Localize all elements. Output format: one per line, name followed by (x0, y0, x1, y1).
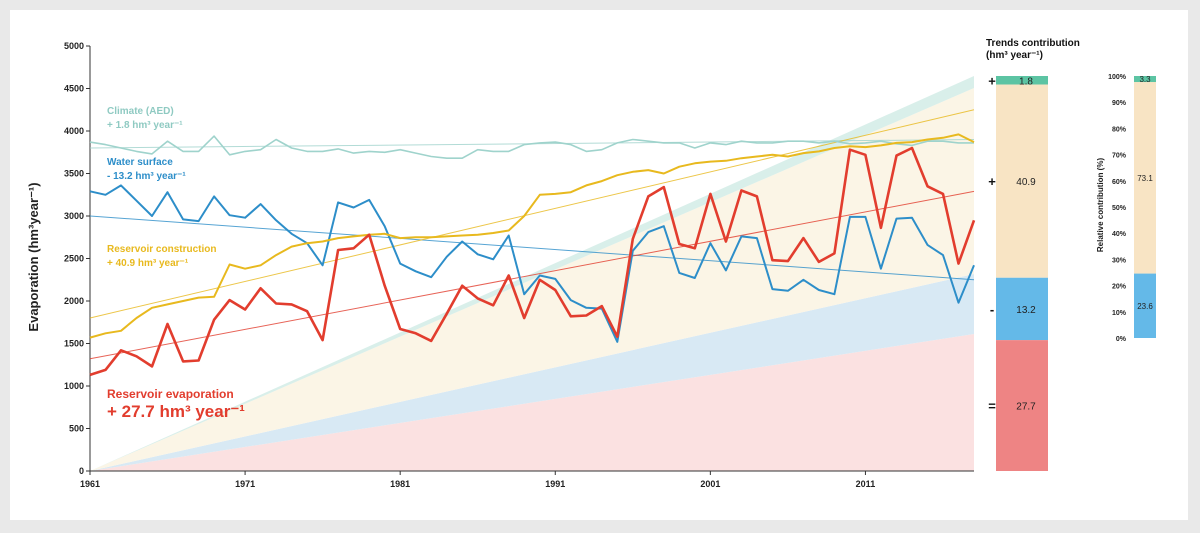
evaporation-annotation-name: Reservoir evaporation (107, 387, 234, 401)
contribution-segment-reservoir-construction (996, 84, 1048, 278)
series-line-climate-aed (89, 135, 974, 159)
relative-segment-climate-aed (1134, 76, 1156, 83)
wedge-layer (90, 76, 974, 471)
water-annotation-rate: - 13.2 hm³ year⁻¹ (107, 171, 186, 182)
x-tick-label: 1961 (80, 479, 100, 489)
contribution-value: 27.7 (1016, 402, 1036, 413)
relative-axis-label: Relative contribution (%) (1096, 158, 1105, 253)
y-tick-label: 500 (69, 424, 84, 434)
percent-tick-label: 30% (1112, 257, 1127, 264)
x-tick-label: 2001 (700, 479, 720, 489)
contribution-title-units: (hm³ year⁻¹) (986, 50, 1043, 61)
contribution-sign: = (988, 399, 996, 414)
climate-wedge (90, 76, 974, 471)
contribution-value: 40.9 (1016, 177, 1036, 188)
contribution-value: 1.8 (1019, 76, 1033, 87)
trend-line-water-surface (89, 215, 975, 281)
y-tick-label: 5000 (64, 41, 84, 51)
y-tick-label: 4000 (64, 126, 84, 136)
contribution-value: 13.2 (1016, 305, 1036, 316)
series-line-water-surface (89, 184, 975, 343)
x-tick-label: 2011 (856, 479, 876, 489)
relative-value: 3.3 (1139, 75, 1151, 84)
x-tick-label: 1971 (235, 479, 255, 489)
y-tick-label: 0 (79, 466, 84, 476)
series-line-reservoir-evaporation (89, 146, 976, 377)
percent-tick-label: 80% (1112, 126, 1127, 133)
contribution-segment-reservoir-evaporation (996, 340, 1048, 471)
figure-frame: 0 500 1000 1500 2000 2500 3000 3500 4000 4500 5000… (10, 10, 1188, 520)
chart-svg: 0 500 1000 1500 2000 2500 3000 3500 4000 4500 5000… (26, 38, 1156, 489)
x-tick-label: 1981 (390, 479, 410, 489)
y-tick-label: 1500 (64, 339, 84, 349)
percent-tick-label: 10% (1112, 310, 1127, 317)
percent-tick-label: 70% (1112, 153, 1127, 160)
percent-tick-label: 0% (1116, 336, 1127, 343)
relative-value: 73.1 (1137, 174, 1153, 183)
percent-tick-label: 20% (1112, 284, 1127, 291)
y-tick-label: 2000 (64, 296, 84, 306)
relative-value: 23.6 (1137, 302, 1153, 311)
y-tick-label: 3000 (64, 211, 84, 221)
construction-annotation-rate: + 40.9 hm³ year⁻¹ (107, 258, 189, 269)
y-tick-label: 4500 (64, 84, 84, 94)
climate-annotation-rate: + 1.8 hm³ year⁻¹ (107, 120, 183, 131)
contribution-sign: + (988, 73, 996, 88)
evaporation-annotation-rate: + 27.7 hm³ year⁻¹ (107, 402, 245, 421)
y-tick-label: 3500 (64, 169, 84, 179)
percent-tick-label: 40% (1112, 231, 1127, 238)
construction-annotation-name: Reservoir construction (107, 244, 216, 255)
y-tick-label: 2500 (64, 254, 84, 264)
relative-segment-reservoir-construction (1134, 82, 1156, 274)
x-tick-label: 1991 (545, 479, 565, 489)
percent-tick-label: 50% (1112, 205, 1127, 212)
contribution-segment-water-surface (996, 277, 1048, 341)
climate-annotation-name: Climate (AED) (107, 106, 174, 117)
relative-segment-water-surface (1134, 273, 1156, 338)
percent-tick-label: 100% (1108, 74, 1127, 81)
contribution-title: Trends contribution (986, 38, 1080, 49)
y-axis-label: Evaporation (hm³year⁻¹) (26, 182, 41, 331)
percent-tick-label: 90% (1112, 100, 1127, 107)
contribution-segment-climate-aed (996, 76, 1048, 85)
y-tick-label: 1000 (64, 381, 84, 391)
percent-tick-label: 60% (1112, 179, 1127, 186)
trend-line-reservoir-construction (89, 109, 975, 319)
contribution-sign: + (988, 174, 996, 189)
water-annotation-name: Water surface (107, 157, 173, 168)
contribution-sign: - (990, 302, 994, 317)
series-line-reservoir-construction (89, 133, 975, 339)
trend-line-reservoir-evaporation (89, 190, 975, 360)
